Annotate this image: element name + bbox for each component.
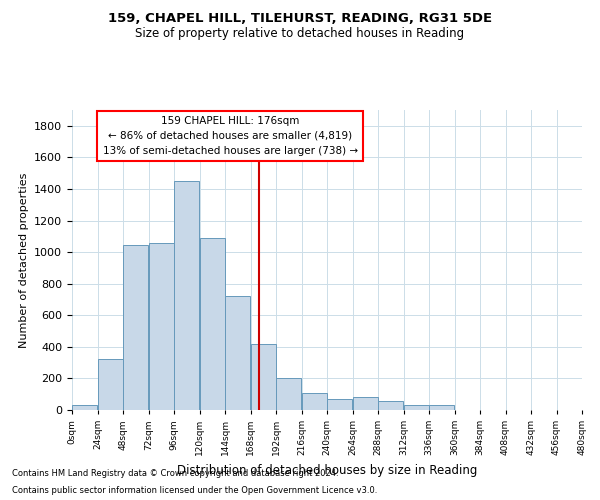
Text: 159 CHAPEL HILL: 176sqm
← 86% of detached houses are smaller (4,819)
13% of semi: 159 CHAPEL HILL: 176sqm ← 86% of detache… [103, 116, 358, 156]
Text: Contains public sector information licensed under the Open Government Licence v3: Contains public sector information licen… [12, 486, 377, 495]
Bar [353, 398, 378, 410]
X-axis label: Distribution of detached houses by size in Reading: Distribution of detached houses by size … [177, 464, 477, 476]
Text: Size of property relative to detached houses in Reading: Size of property relative to detached ho… [136, 28, 464, 40]
Bar [225, 296, 250, 410]
Bar [276, 378, 301, 410]
Bar [302, 393, 327, 410]
Bar [378, 402, 403, 410]
Text: 159, CHAPEL HILL, TILEHURST, READING, RG31 5DE: 159, CHAPEL HILL, TILEHURST, READING, RG… [108, 12, 492, 26]
Bar [404, 406, 429, 410]
Bar [200, 238, 225, 410]
Bar [123, 245, 148, 410]
Bar [174, 181, 199, 410]
Bar [327, 398, 352, 410]
Bar [72, 406, 97, 410]
Bar [429, 406, 454, 410]
Bar [149, 244, 174, 410]
Bar [98, 360, 123, 410]
Text: Contains HM Land Registry data © Crown copyright and database right 2024.: Contains HM Land Registry data © Crown c… [12, 468, 338, 477]
Y-axis label: Number of detached properties: Number of detached properties [19, 172, 29, 348]
Bar [251, 344, 276, 410]
